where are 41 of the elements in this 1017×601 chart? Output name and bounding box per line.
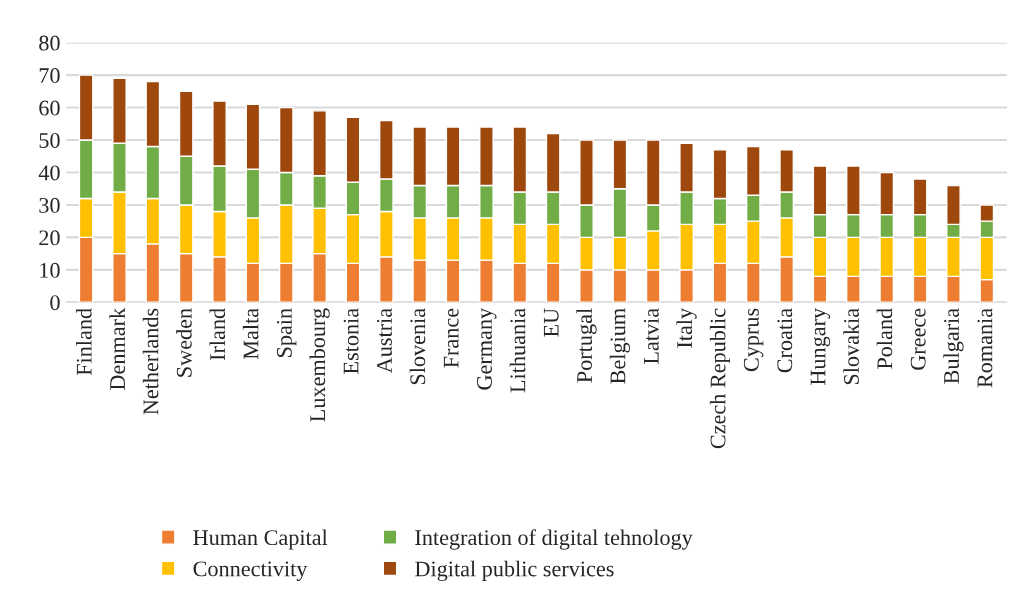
x-tick-label: Slovenia [409,308,426,385]
y-tick-label: 30 [39,197,60,213]
y-tick-label: 20 [39,230,60,246]
x-tick-label: Belgium [609,308,630,384]
x-tick-label: Netherlands [142,308,159,415]
x-tick-label: Estonia [343,308,359,374]
x-tick-label: Hungary [810,307,831,385]
y-tick-label: 40 [38,165,60,181]
legend-label: Connectivity [193,561,308,581]
x-tick-label: Greece [910,308,926,370]
x-tick-label: Austria [376,308,392,374]
legend-label: Integration of digital tehnology [415,529,693,550]
x-tick-label: Cyprus [743,308,764,372]
y-tick-label: 70 [39,68,60,84]
x-tick-label: Croatia [777,308,793,373]
x-tick-label: Romania [977,308,993,388]
x-tick-label: Portugal [576,308,597,383]
x-tick-label: Spain [276,308,297,357]
x-tick-label: France [443,308,459,368]
x-tick-label: Poland [876,308,893,369]
x-tick-label: Lithuania [509,308,526,393]
y-tick-label: 80 [39,35,60,51]
x-tick-label: Irland [209,308,226,361]
x-tick-label: Latvia [643,308,659,364]
x-tick-label: Finland [76,308,92,376]
y-tick-label: 50 [39,132,60,148]
x-tick-label: Bulgaria [943,308,964,384]
x-tick-label: Italy [676,307,697,348]
y-tick-label: 60 [39,100,60,116]
x-tick-label: EU [543,308,559,337]
x-tick-label: Malta [242,308,259,360]
y-tick-label: 10 [40,262,60,278]
x-tick-label: Slovakia [843,308,859,385]
x-tick-label: Luxembourg [309,308,330,422]
y-tick-label: 0 [50,295,60,311]
x-tick-label: Denmark [109,307,126,390]
x-tick-label: Sweden [176,308,192,377]
x-tick-label: Czech Republic [709,308,731,449]
legend-label: Digital public services [415,560,614,581]
x-tick-label: Germany [476,307,497,390]
legend-label: Human Capital [193,529,328,550]
